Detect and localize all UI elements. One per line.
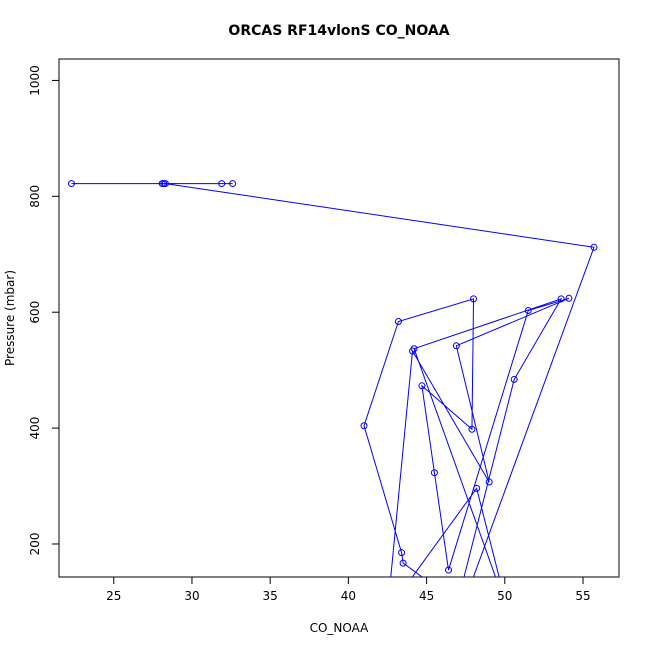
data-point	[473, 484, 481, 492]
data-point	[452, 342, 460, 350]
data-point	[452, 611, 458, 617]
y-tick-label: 600	[28, 301, 42, 324]
data-point	[218, 180, 226, 188]
data-point	[590, 243, 598, 251]
data-point	[460, 604, 466, 610]
data-point	[468, 425, 476, 433]
data-point	[470, 295, 478, 303]
data-point	[398, 549, 406, 557]
x-tick-label: 50	[497, 589, 512, 603]
data-point	[394, 317, 402, 325]
data-point	[399, 559, 407, 567]
data-point	[444, 566, 452, 574]
data-point	[510, 375, 518, 383]
x-tick-label: 45	[419, 589, 434, 603]
data-point	[410, 345, 418, 353]
y-tick-label: 200	[28, 533, 42, 556]
data-point	[229, 180, 237, 188]
x-tick-label: 30	[184, 589, 199, 603]
data-point	[505, 609, 511, 615]
data-point	[68, 180, 76, 188]
data-point	[418, 382, 426, 390]
plot-frame	[58, 58, 620, 578]
y-axis-label: Pressure (mbar)	[3, 270, 17, 366]
data-point	[430, 469, 438, 477]
x-axis: 25 30 35 40 45 50 55	[106, 577, 591, 603]
data-point	[565, 294, 573, 302]
data-point	[485, 478, 493, 486]
x-tick-label: 55	[575, 589, 590, 603]
data-point	[360, 422, 368, 430]
x-tick-label: 25	[106, 589, 121, 603]
y-tick-label: 400	[28, 417, 42, 440]
y-axis: 200 400 600 800 1000	[28, 65, 59, 555]
series-line	[71, 183, 595, 577]
series-layer	[68, 180, 598, 617]
y-tick-label: 1000	[28, 65, 42, 96]
data-point	[161, 180, 169, 188]
x-axis-label: CO_NOAA	[310, 621, 370, 635]
chart-title: ORCAS RF14vlonS CO_NOAA	[228, 23, 449, 39]
data-point	[557, 295, 565, 303]
x-tick-label: 35	[263, 589, 278, 603]
y-tick-label: 800	[28, 185, 42, 208]
x-tick-label: 40	[341, 589, 356, 603]
data-point	[524, 306, 532, 314]
data-point	[384, 608, 390, 614]
